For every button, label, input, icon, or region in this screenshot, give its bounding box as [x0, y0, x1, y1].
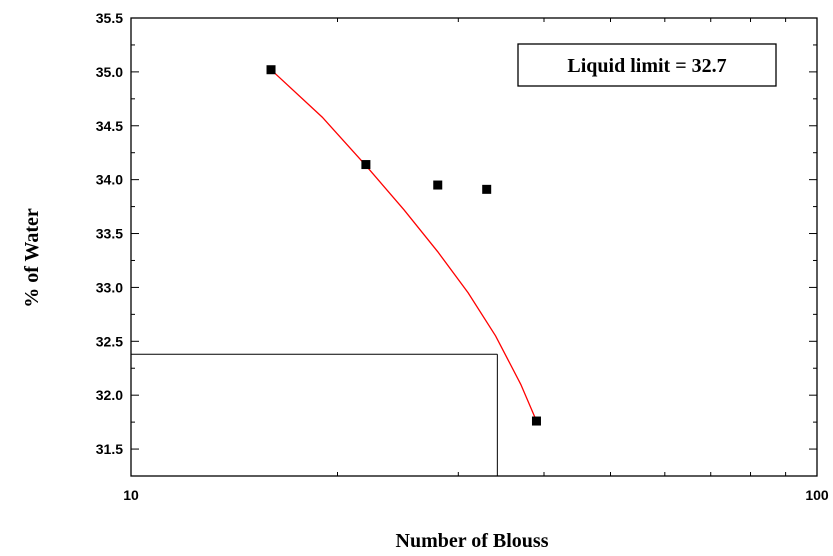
fit-curve — [270, 69, 538, 422]
y-tick-label: 33.0 — [96, 279, 123, 295]
y-tick-label: 34.5 — [96, 118, 123, 134]
data-points — [266, 65, 541, 426]
axis-ticks — [130, 17, 818, 477]
data-point — [361, 160, 371, 170]
x-tick-label: 10 — [123, 487, 139, 503]
plot-frame — [130, 17, 818, 477]
y-tick-label: 32.5 — [96, 333, 123, 349]
data-point — [266, 65, 276, 75]
y-tick-label: 33.5 — [96, 226, 123, 242]
annotation-text: Liquid limit = 32.7 — [567, 55, 726, 77]
data-point — [433, 180, 443, 190]
x-tick-label: 100 — [805, 487, 829, 503]
y-tick-label: 31.5 — [96, 441, 123, 457]
data-point — [482, 184, 492, 194]
y-axis-title: % of Water — [21, 208, 43, 308]
data-point — [531, 416, 541, 426]
reference-lines — [131, 353, 498, 476]
y-tick-label: 35.0 — [96, 64, 123, 80]
annotation-box: Liquid limit = 32.7 — [517, 43, 777, 87]
fit-curve-line — [270, 69, 538, 422]
x-tick-labels: 10 100 — [123, 487, 829, 503]
y-tick-label: 34.0 — [96, 172, 123, 188]
y-tick-label: 32.0 — [96, 387, 123, 403]
y-tick-label: 35.5 — [96, 10, 123, 26]
y-tick-labels: 31.5 32.0 32.5 33.0 33.5 34.0 34.5 35.0 35.5 — [96, 10, 123, 457]
x-axis-title: Number of Blouss — [396, 530, 549, 552]
